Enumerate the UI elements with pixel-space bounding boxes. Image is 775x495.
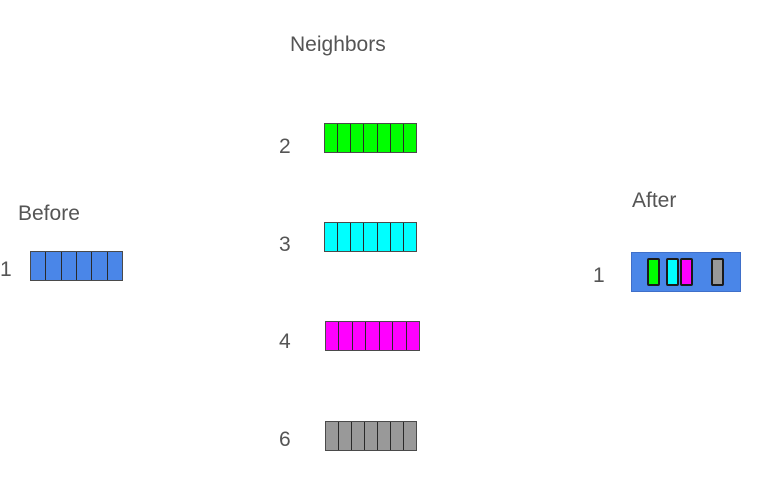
aggregated-slot [647,258,660,286]
feature-cell [339,322,353,350]
feature-cell [46,252,62,280]
after-aggregated-bar [631,252,741,292]
feature-cell [326,422,339,450]
feature-cell [364,124,378,152]
feature-cell [325,223,339,251]
feature-cell [391,124,404,152]
feature-cell [62,252,77,280]
feature-cell [366,322,380,350]
before-feature-bar [30,251,123,281]
feature-cell [380,322,394,350]
neighbor-node-label: 6 [279,428,291,451]
feature-cell [404,422,416,450]
feature-cell [351,223,365,251]
feature-cell [31,252,47,280]
feature-cell [378,124,391,152]
feature-cell [325,124,339,152]
feature-cell [378,422,391,450]
aggregated-slot [711,258,724,286]
after-title: After [632,189,677,212]
neighbor-node-label: 3 [279,233,291,256]
feature-cell [353,322,367,350]
neighbor-feature-bar [324,222,417,252]
before-node-label: 1 [0,258,12,281]
feature-cell [338,124,352,152]
feature-cell [393,322,407,350]
aggregated-slot [680,258,693,286]
after-node-label: 1 [593,264,605,287]
neighbor-feature-bar [325,321,420,351]
neighbor-feature-bar [324,123,417,153]
feature-cell [352,422,365,450]
feature-cell [338,223,352,251]
feature-cell [108,252,122,280]
feature-cell [339,422,352,450]
feature-cell [378,223,391,251]
feature-cell [77,252,93,280]
neighbor-feature-bar [325,421,417,451]
before-title: Before [18,202,80,225]
feature-cell [404,124,416,152]
neighbor-node-label: 4 [279,330,291,353]
feature-cell [92,252,108,280]
feature-cell [326,322,340,350]
feature-cell [407,322,419,350]
aggregated-slot [666,258,679,286]
feature-cell [404,223,416,251]
feature-cell [391,223,404,251]
neighbors-title: Neighbors [290,33,386,56]
feature-cell [364,223,378,251]
feature-cell [351,124,365,152]
feature-cell [365,422,378,450]
feature-cell [391,422,404,450]
neighbor-node-label: 2 [279,135,291,158]
